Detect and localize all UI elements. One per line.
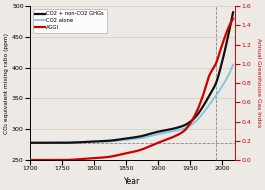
AGGI	[152, 144, 155, 146]
Legend: CO2 + non-CO2 GHGs, CO2 alone, AGGI: CO2 + non-CO2 GHGs, CO2 alone, AGGI	[33, 9, 107, 33]
CO2 + non-CO2 GHGs	[41, 142, 44, 144]
Line: CO2 + non-CO2 GHGs: CO2 + non-CO2 GHGs	[30, 12, 233, 143]
CO2 alone	[158, 133, 161, 135]
CO2 + non-CO2 GHGs	[203, 102, 206, 105]
Line: AGGI: AGGI	[30, 19, 233, 160]
AGGI	[41, 159, 44, 161]
Y-axis label: Annual Greenhouse Gas Index: Annual Greenhouse Gas Index	[256, 38, 261, 128]
CO2 + non-CO2 GHGs	[146, 133, 149, 136]
CO2 alone	[41, 142, 44, 144]
AGGI	[146, 146, 149, 148]
CO2 + non-CO2 GHGs	[231, 11, 235, 13]
CO2 alone	[203, 110, 206, 112]
CO2 alone	[182, 127, 186, 130]
AGGI	[231, 17, 235, 20]
CO2 alone	[152, 134, 155, 136]
CO2 alone	[231, 63, 235, 66]
AGGI	[28, 159, 32, 161]
CO2 alone	[28, 142, 32, 144]
Y-axis label: CO₂ equivalent mixing ratio (ppm): CO₂ equivalent mixing ratio (ppm)	[4, 33, 9, 134]
X-axis label: Year: Year	[124, 177, 141, 186]
AGGI	[182, 130, 186, 132]
CO2 + non-CO2 GHGs	[28, 142, 32, 144]
CO2 + non-CO2 GHGs	[182, 124, 186, 127]
AGGI	[158, 141, 161, 143]
CO2 + non-CO2 GHGs	[158, 130, 161, 133]
Line: CO2 alone: CO2 alone	[30, 65, 233, 143]
CO2 alone	[146, 135, 149, 138]
CO2 + non-CO2 GHGs	[152, 132, 155, 134]
AGGI	[203, 89, 206, 91]
